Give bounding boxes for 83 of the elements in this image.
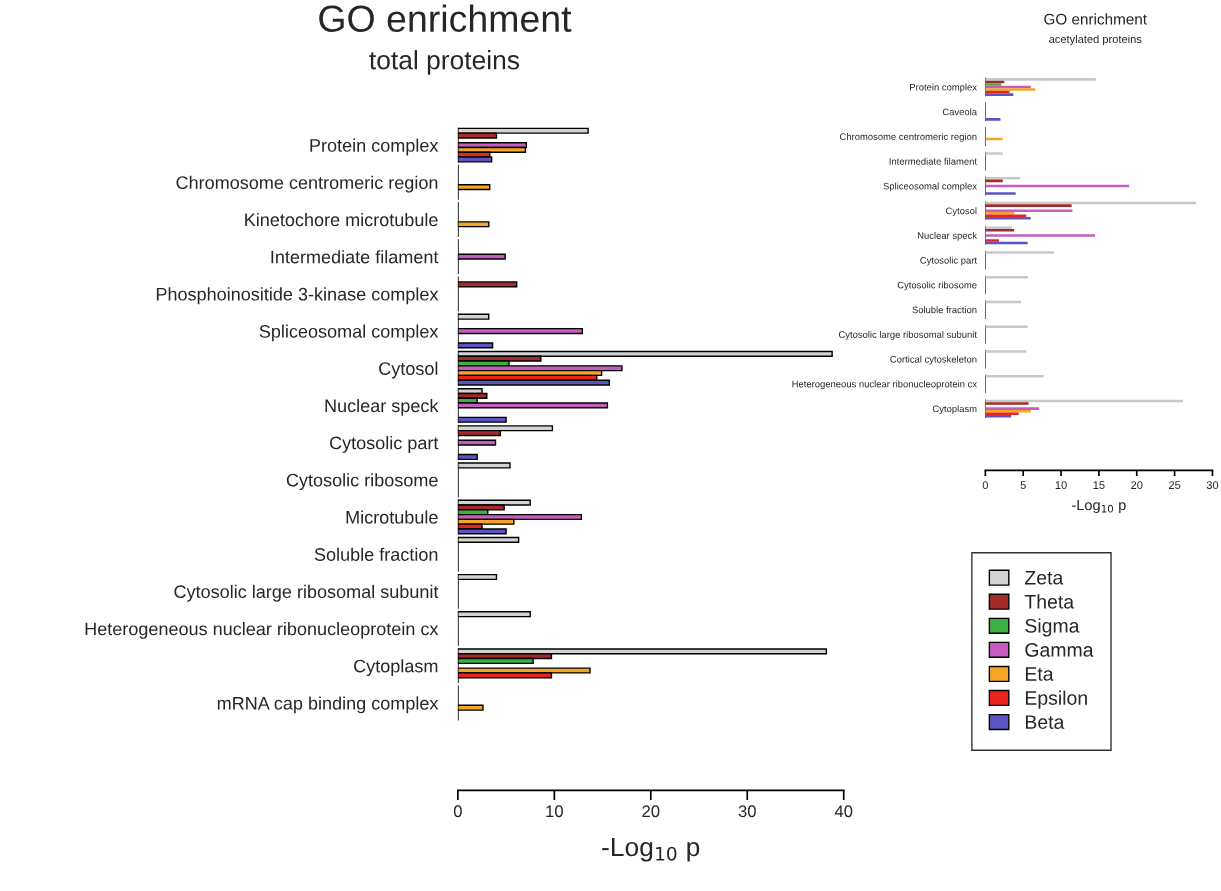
- y-tick-label: Cytosol: [379, 361, 438, 379]
- bar: [985, 209, 1073, 212]
- legend-label: Beta: [1025, 715, 1065, 729]
- y-tick-label: Cortical cytoskeleton: [890, 355, 977, 365]
- bar: [985, 407, 1040, 410]
- y-tick-label: mRNA cap binding complex: [217, 696, 439, 714]
- bar: [985, 325, 1028, 329]
- chart-title: GO enrichment: [1044, 13, 1147, 25]
- x-tick-label: 30: [1206, 481, 1219, 490]
- legend-label: Theta: [1024, 594, 1075, 609]
- y-tick-label: Spliceosomal complex: [259, 324, 439, 342]
- y-tick-label: Cytosolic ribosome: [897, 281, 977, 291]
- bar: [985, 78, 1096, 81]
- legend-label: Zeta: [1024, 571, 1064, 585]
- x-tick-label: 10: [1055, 481, 1067, 490]
- bar: [457, 513, 583, 521]
- y-tick-label: Kinetochore microtubule: [245, 212, 438, 227]
- x-tick-label: 40: [834, 805, 853, 818]
- x-tick-label: 30: [738, 805, 756, 818]
- bar: [985, 350, 1027, 353]
- bar: [457, 425, 554, 432]
- x-axis-title: -Log$_{10}$ p: [602, 837, 700, 862]
- y-tick-label: Cytosol: [946, 207, 977, 217]
- bar: [985, 276, 1028, 279]
- y-tick-label: Microtubule: [346, 510, 438, 524]
- y-tick-label: Cytosolic part: [329, 436, 439, 453]
- bar: [985, 217, 1031, 220]
- legend-label: Gamma: [1025, 643, 1094, 657]
- bar: [985, 251, 1055, 254]
- x-tick-label: 25: [1168, 481, 1181, 490]
- y-tick-label: Soluble fraction: [314, 547, 438, 561]
- x-tick-label: 10: [546, 805, 563, 818]
- y-tick-label: Cytosolic large ribosomal subunit: [174, 584, 439, 602]
- bar: [985, 192, 1016, 195]
- y-tick-label: Nuclear speck: [917, 232, 978, 241]
- y-tick-label: Soluble fraction: [912, 306, 977, 314]
- y-tick-label: Nuclear speck: [325, 398, 439, 416]
- bar: [985, 93, 1014, 96]
- y-tick-label: Heterogeneous nuclear ribonucleoprotein cx: [792, 380, 977, 390]
- bar: [457, 379, 611, 386]
- bar: [985, 402, 1029, 405]
- y-tick-label: Cytosolic part: [920, 256, 977, 266]
- legend-label: Epsilon: [1025, 690, 1087, 709]
- bar: [985, 118, 1001, 121]
- y-tick-label: Cytosolic ribosome: [286, 473, 438, 491]
- y-tick-label: Phosphoinositide 3-kinase complex: [156, 287, 439, 305]
- y-tick-label: Protein complex: [310, 138, 439, 156]
- bar: [457, 146, 527, 153]
- bar: [457, 156, 493, 163]
- bar: [985, 88, 1036, 91]
- y-tick-label: Spliceosomal complex: [883, 182, 977, 192]
- bar: [985, 234, 1096, 237]
- bar: [985, 204, 1072, 207]
- y-tick-label: Protein complex: [910, 83, 977, 93]
- x-tick-label: 0: [982, 481, 988, 490]
- chart-subtitle: total proteins: [369, 50, 520, 75]
- y-tick-label: Cytosolic large ribosomal subunit: [838, 330, 977, 340]
- bar: [985, 239, 999, 242]
- x-tick-label: 5: [1020, 481, 1026, 490]
- x-axis-title: -Log$_{10}$ p: [1072, 500, 1126, 514]
- x-tick-label: 0: [453, 805, 462, 818]
- x-tick-label: 15: [1093, 481, 1105, 490]
- y-tick-label: Heterogeneous nuclear ribonucleoprotein cx: [85, 622, 439, 639]
- y-tick-label: Intermediate filament: [271, 250, 439, 264]
- x-tick-label: 20: [1131, 481, 1143, 490]
- bar: [457, 648, 828, 655]
- bar: [985, 177, 1021, 180]
- bar: [985, 412, 1019, 415]
- y-tick-label: Chromosome centromeric region: [839, 133, 977, 142]
- x-tick-label: 20: [642, 805, 660, 818]
- y-tick-label: Cytoplasm: [932, 405, 977, 414]
- bar: [985, 374, 1044, 378]
- y-tick-label: Chromosome centromeric region: [176, 175, 438, 193]
- y-tick-label: Cytoplasm: [354, 659, 438, 677]
- y-tick-label: Intermediate filament: [889, 157, 977, 165]
- chart-title: GO enrichment: [319, 4, 572, 32]
- chart-subtitle: acetylated proteins: [1049, 34, 1142, 46]
- bar: [985, 211, 1015, 215]
- bar: [985, 152, 1003, 155]
- legend-label: Sigma: [1025, 618, 1080, 637]
- bar: [985, 414, 1012, 418]
- legend-label: Eta: [1025, 667, 1054, 681]
- y-tick-label: Caveola: [942, 108, 978, 116]
